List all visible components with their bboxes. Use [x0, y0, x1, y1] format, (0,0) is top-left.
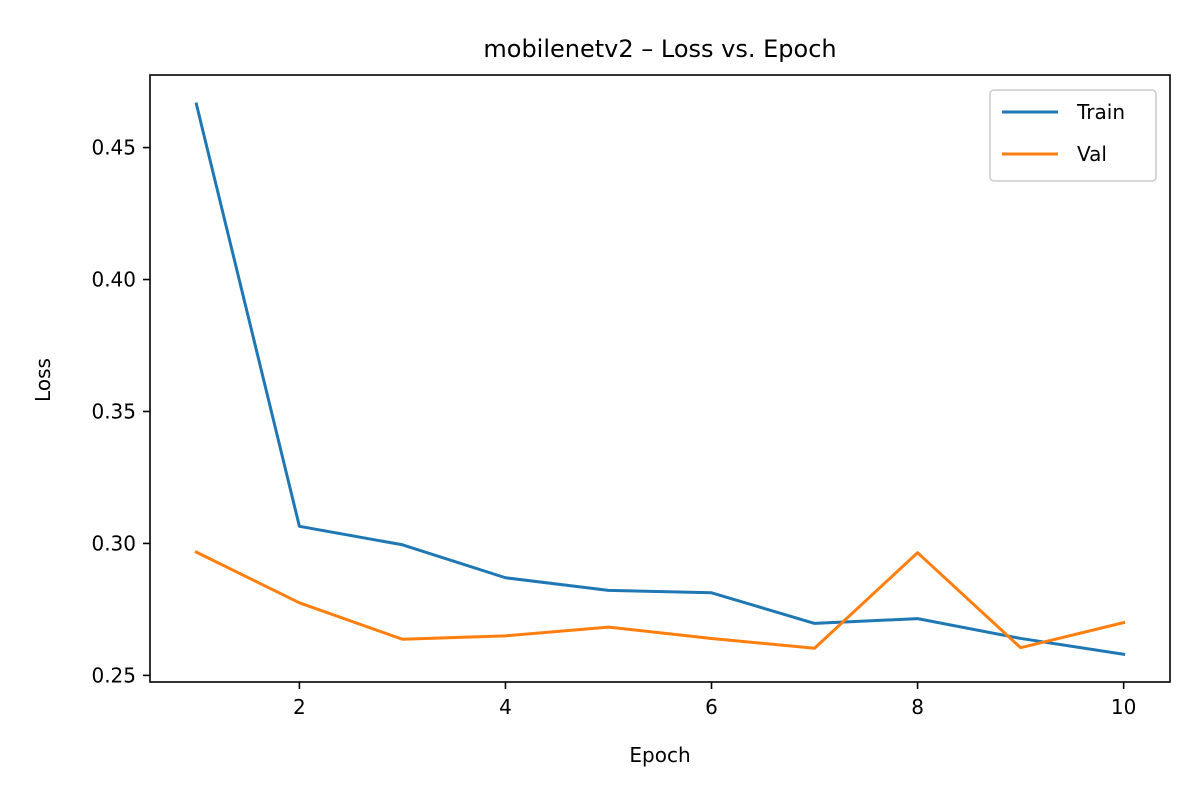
legend-box: [989, 89, 1157, 182]
y-tick-label: 0.35: [91, 399, 136, 423]
series-layer: [194, 102, 1126, 657]
y-axis-ticks: 0.25 0.30 0.35 0.40 0.45: [91, 136, 150, 687]
x-tick-label: 10: [1111, 695, 1136, 719]
x-axis-ticks: 2 4 6 8 10: [293, 682, 1136, 719]
legend-label-train: Train: [1076, 100, 1125, 124]
x-tick-label: 8: [911, 695, 924, 719]
chart-title: mobilenetv2 – Loss vs. Epoch: [483, 35, 836, 63]
series-line-train: [194, 102, 1126, 657]
x-tick-label: 2: [293, 695, 306, 719]
y-tick-label: 0.40: [91, 268, 136, 292]
y-tick-label: 0.45: [91, 136, 136, 160]
plot-area-frame: [149, 74, 1171, 683]
legend: Train Val: [989, 89, 1157, 182]
legend-label-val: Val: [1077, 142, 1107, 166]
y-tick-label: 0.25: [91, 663, 136, 687]
x-tick-label: 6: [705, 695, 718, 719]
series-line-val: [194, 550, 1126, 650]
x-tick-label: 4: [499, 695, 512, 719]
y-tick-label: 0.30: [91, 531, 136, 555]
x-axis-title: Epoch: [629, 743, 690, 767]
y-axis-title: Loss: [31, 358, 55, 402]
